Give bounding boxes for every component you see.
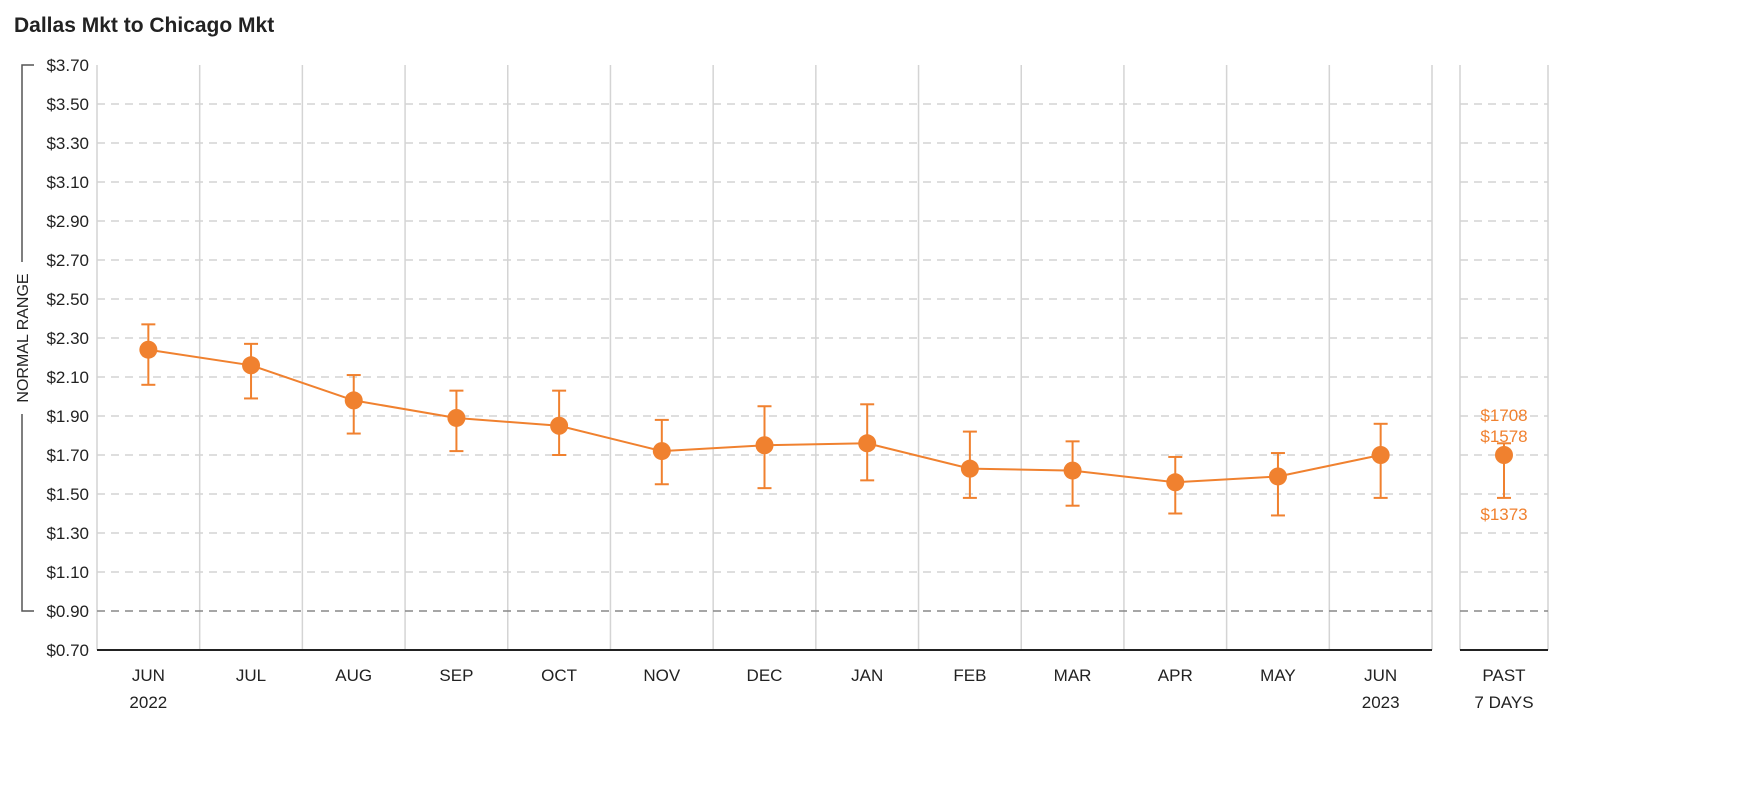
- past-low-label: $1373: [1480, 505, 1527, 524]
- axis-layer: $3.70 $3.50 $3.30 $3.10 $2.90 $2.70 $2.50 $2.30…: [13, 56, 1548, 660]
- normal-range-label: NORMAL RANGE: [15, 273, 32, 402]
- y-tick-label: $3.30: [46, 134, 89, 153]
- y-tick-label: $2.10: [46, 368, 89, 387]
- data-point[interactable]: [1371, 446, 1390, 464]
- past-high-label: $1708: [1480, 406, 1527, 425]
- chart-title: Dallas Mkt to Chicago Mkt: [14, 14, 275, 37]
- y-tick-label: $1.30: [46, 524, 89, 543]
- y-tick-label: $1.10: [46, 563, 89, 582]
- y-tick-label: $2.50: [46, 290, 89, 309]
- data-point[interactable]: [344, 391, 363, 410]
- data-point[interactable]: [652, 442, 671, 461]
- x-tick-label: SEP: [439, 666, 473, 685]
- x-tick-label: OCT: [541, 666, 577, 685]
- x-tick-label: MAY: [1260, 666, 1296, 685]
- y-tick-label: $3.10: [46, 173, 89, 192]
- y-tick-label: $1.50: [46, 485, 89, 504]
- data-point[interactable]: [1166, 473, 1185, 492]
- y-tick-label: $0.90: [46, 602, 89, 621]
- grid-layer: [96, 65, 1549, 650]
- y-tick-label: $3.70: [46, 56, 89, 75]
- x-tick-label: FEB: [953, 666, 986, 685]
- x-tick-label: DEC: [747, 666, 783, 685]
- y-tick-label: $2.70: [46, 251, 89, 270]
- past-data-point[interactable]: [1495, 446, 1513, 464]
- x-tick-year: 2022: [129, 693, 167, 712]
- data-point[interactable]: [242, 356, 261, 375]
- y-tick-label: $1.90: [46, 407, 89, 426]
- data-point[interactable]: [858, 434, 877, 453]
- data-point[interactable]: [447, 408, 466, 427]
- label-layer: $1708 $1578 $1373 JUN 2022 JUL AUG SEP OCT NOV DEC…: [129, 406, 1533, 712]
- data-point[interactable]: [550, 416, 569, 435]
- x-tick-year: 2023: [1362, 693, 1400, 712]
- x-tick-label: APR: [1158, 666, 1193, 685]
- x-tick-label: JUL: [236, 666, 266, 685]
- x-tick-label: JAN: [851, 666, 883, 685]
- series-layer: [139, 323, 1513, 517]
- past-mid-label: $1578: [1480, 427, 1527, 446]
- x-tick-label: MAR: [1054, 666, 1092, 685]
- y-tick-label: $2.30: [46, 329, 89, 348]
- x-tick-label: NOV: [643, 666, 681, 685]
- data-point[interactable]: [960, 459, 979, 478]
- y-tick-label: $2.90: [46, 212, 89, 231]
- data-point[interactable]: [1063, 461, 1082, 480]
- normal-range-label-bg: [13, 262, 31, 414]
- data-point[interactable]: [139, 340, 158, 359]
- x-tick-label: JUN: [1364, 666, 1397, 685]
- data-point[interactable]: [1268, 467, 1287, 486]
- y-tick-label: $3.50: [46, 95, 89, 114]
- past-x-label-2: 7 DAYS: [1474, 693, 1533, 712]
- y-tick-label: $1.70: [46, 446, 89, 465]
- x-tick-label: JUN: [132, 666, 165, 685]
- x-tick-label: AUG: [335, 666, 372, 685]
- data-point[interactable]: [755, 436, 774, 455]
- past-x-label: PAST: [1482, 666, 1525, 685]
- y-tick-label: $0.70: [46, 641, 89, 660]
